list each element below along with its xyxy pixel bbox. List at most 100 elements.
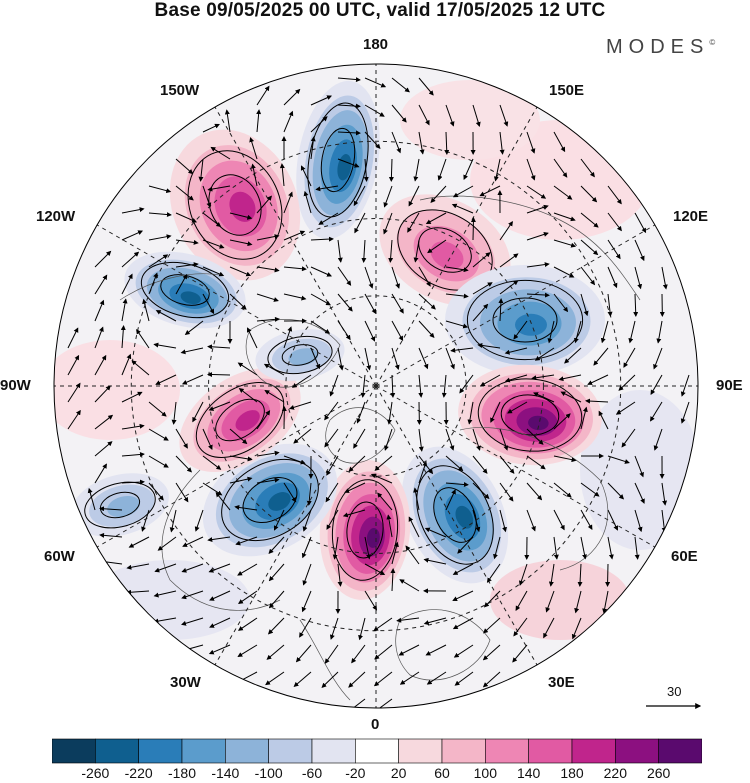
latitude-circle xyxy=(208,218,544,554)
wind-arrow xyxy=(238,590,258,604)
wind-arrow xyxy=(441,374,447,398)
wind-arrow xyxy=(256,266,280,273)
wind-arrow xyxy=(94,250,112,268)
wind-arrow xyxy=(427,239,447,254)
wind-arrow xyxy=(347,698,366,708)
wind-arrow xyxy=(560,391,582,403)
wind-arrow xyxy=(289,401,312,410)
wind-arrow xyxy=(373,671,393,687)
wind-arrow xyxy=(326,455,339,476)
colorbar-tick-label: -20 xyxy=(345,765,366,781)
wind-arrow xyxy=(607,185,622,205)
wind-arrow xyxy=(607,482,625,500)
wind-arrow xyxy=(182,536,204,547)
wind-arrow xyxy=(418,428,424,452)
wind-arrow xyxy=(310,95,332,106)
colorbar-tick-label: 100 xyxy=(473,765,498,781)
wind-arrow xyxy=(344,482,366,493)
wind-arrow xyxy=(526,455,546,470)
wind-arrow xyxy=(396,617,420,623)
wind-arrow xyxy=(337,293,353,312)
wind-arrow xyxy=(215,492,231,511)
wind-arrow xyxy=(202,123,220,133)
background-anomaly xyxy=(490,560,630,640)
wind-arrow xyxy=(526,232,549,241)
wind-arrow xyxy=(418,266,431,287)
wind-arrow xyxy=(391,104,407,123)
colorbar-tick-label: 20 xyxy=(390,765,407,781)
wind-arrow xyxy=(94,299,105,322)
wind-arrow xyxy=(621,428,636,448)
wind-arrow xyxy=(229,239,253,247)
wind-arrow xyxy=(585,398,609,404)
wind-arrow xyxy=(553,212,576,222)
wind-arrow xyxy=(499,131,505,155)
wind-arrow xyxy=(661,482,668,506)
anomaly-contour xyxy=(268,492,291,511)
wind-arrow xyxy=(268,563,285,582)
wind-arrow xyxy=(202,266,225,277)
wind-arrow xyxy=(445,104,455,127)
wind-arrow xyxy=(249,137,258,160)
height-contour xyxy=(187,150,283,260)
lon-label-150w: 150W xyxy=(160,82,200,99)
height-contour xyxy=(221,458,319,542)
wind-arrow xyxy=(363,158,369,182)
wind-arrow xyxy=(574,320,582,344)
wind-arrow xyxy=(324,644,339,664)
wind-arrow xyxy=(181,617,204,626)
wind-arrow xyxy=(224,109,231,133)
wind-arrow xyxy=(148,234,172,241)
wind-arrow xyxy=(377,492,393,511)
wind-arrow xyxy=(504,374,528,383)
wind-arrow xyxy=(148,272,158,295)
wind-arrow xyxy=(121,251,140,268)
wind-arrow xyxy=(121,207,145,214)
wind-arrow xyxy=(553,482,572,498)
colorbar-segment xyxy=(138,738,183,764)
wind-arrow xyxy=(479,374,501,387)
wind-arrow xyxy=(553,536,559,560)
wind-arrow xyxy=(607,266,618,289)
wind-arrow xyxy=(444,131,450,155)
wind-arrow xyxy=(634,239,645,262)
colorbar xyxy=(52,738,702,764)
wind-arrow xyxy=(131,360,150,376)
coastline xyxy=(395,609,491,681)
wind-arrow xyxy=(607,455,630,464)
wind-arrow xyxy=(364,266,374,289)
wind-arrow xyxy=(337,266,352,286)
wind-arrow xyxy=(490,401,501,423)
wind-arrow xyxy=(256,195,272,214)
wind-arrow xyxy=(373,698,393,708)
wind-arrow xyxy=(445,266,469,273)
wind-arrow xyxy=(459,374,474,394)
wind-arrow xyxy=(273,509,285,531)
wind-arrow xyxy=(128,536,150,548)
colorbar-tick-label: 60 xyxy=(434,765,450,781)
background-anomaly xyxy=(400,80,540,160)
wind-arrow xyxy=(661,266,668,290)
wind-arrow xyxy=(361,239,367,263)
wind-arrow xyxy=(418,293,436,310)
wind-arrow xyxy=(364,320,376,342)
wind-arrow xyxy=(553,293,569,313)
wind-arrow xyxy=(229,212,253,220)
anomaly-center-low-alaska xyxy=(124,251,246,329)
wind-arrow xyxy=(87,487,96,511)
wind-arrow xyxy=(207,536,231,543)
wind-arrow xyxy=(580,482,600,497)
wind-arrow xyxy=(515,590,528,611)
wind-arrow xyxy=(121,391,143,403)
wind-arrow xyxy=(283,326,293,349)
wind-arrow xyxy=(207,185,231,192)
wind-arrow xyxy=(558,374,582,382)
wind-arrow xyxy=(413,239,420,263)
wind-arrow xyxy=(283,455,306,465)
wind-arrow xyxy=(175,212,198,223)
wind-arrow xyxy=(295,644,312,663)
height-contour xyxy=(331,479,399,581)
wind-arrow xyxy=(237,644,258,657)
wind-arrow xyxy=(399,671,420,685)
wind-arrow xyxy=(580,266,596,286)
